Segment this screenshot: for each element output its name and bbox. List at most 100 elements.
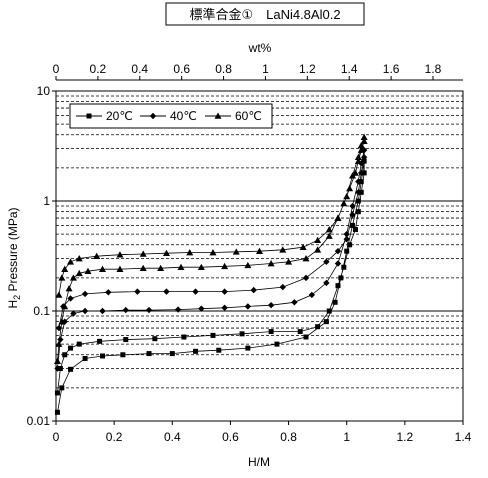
- data-point: [332, 299, 338, 305]
- data-point: [81, 307, 89, 315]
- data-point: [68, 345, 74, 351]
- data-point: [274, 341, 280, 347]
- data-point: [239, 331, 245, 337]
- data-point: [314, 236, 322, 244]
- top-tick-label: 1.4: [341, 62, 358, 76]
- data-point: [347, 242, 353, 248]
- y-tick-label: 1: [43, 194, 50, 208]
- data-point: [55, 340, 63, 347]
- data-point: [291, 299, 298, 306]
- x-axis-label: H/M: [248, 455, 270, 469]
- data-point: [343, 230, 350, 238]
- x-tick-label: 0.8: [280, 430, 297, 444]
- data-point: [285, 258, 293, 265]
- data-point: [349, 211, 356, 218]
- data-point: [279, 283, 286, 291]
- data-point: [349, 202, 356, 210]
- data-point: [323, 319, 329, 325]
- data-point: [84, 267, 92, 275]
- x-axis: 0 0.2 0.4 0.6 0.8 1 1.2 1.4: [53, 421, 472, 444]
- data-point: [344, 248, 350, 254]
- data-point: [210, 332, 216, 338]
- data-point: [145, 306, 153, 314]
- data-point: [61, 302, 69, 310]
- data-point: [355, 198, 361, 204]
- data-point: [198, 305, 205, 312]
- data-point: [267, 260, 275, 267]
- data-point: [97, 338, 103, 344]
- data-point: [197, 263, 205, 271]
- legend-box: [69, 103, 273, 129]
- data-point: [58, 318, 66, 325]
- y-tick-label: 10: [37, 84, 51, 98]
- title-box: [165, 2, 365, 26]
- data-point: [122, 306, 129, 314]
- data-point: [146, 351, 152, 357]
- data-point: [351, 169, 359, 176]
- x-tick-label: 1: [343, 430, 350, 444]
- data-point: [181, 334, 187, 340]
- data-point: [303, 334, 309, 340]
- data-point: [334, 260, 342, 267]
- data-point: [67, 295, 74, 302]
- data-point: [357, 141, 365, 149]
- top-tick-label: 0.8: [215, 62, 232, 76]
- data-point: [343, 235, 350, 243]
- data-point: [355, 209, 361, 215]
- data-point: [323, 279, 330, 287]
- data-point: [354, 153, 362, 161]
- y-tick-label: 0.1: [33, 304, 50, 318]
- top-tick-label: 1.2: [299, 62, 316, 76]
- data-point: [221, 288, 228, 295]
- data-point: [67, 258, 75, 265]
- data-point: [256, 247, 263, 254]
- data-point: [355, 189, 362, 196]
- data-point: [335, 283, 341, 289]
- data-point: [325, 226, 333, 233]
- series-layer: [53, 133, 368, 415]
- data-point: [75, 255, 83, 262]
- data-point: [157, 264, 165, 271]
- data-point: [323, 258, 330, 266]
- x-tick-label: 0.2: [106, 430, 123, 444]
- data-point: [355, 178, 362, 185]
- data-point: [325, 232, 333, 239]
- data-point: [361, 158, 367, 164]
- data-point: [116, 251, 124, 258]
- data-point: [334, 247, 342, 255]
- data-point: [360, 137, 368, 144]
- data-point: [177, 263, 185, 271]
- series-square: [54, 158, 367, 415]
- data-point: [99, 307, 106, 315]
- data-point: [315, 324, 321, 330]
- x-tick-label: 0.6: [222, 430, 239, 444]
- data-point: [116, 265, 124, 272]
- data-point: [76, 341, 82, 347]
- top-tick-label: 1: [262, 62, 269, 76]
- data-point: [105, 289, 112, 296]
- data-point: [268, 329, 274, 335]
- data-point: [55, 291, 63, 298]
- top-axis: 0 0.2 0.4 0.6 0.8 1 1.2 1.4 1.6 1.8: [53, 62, 463, 81]
- data-point: [244, 261, 252, 269]
- data-point: [343, 192, 351, 200]
- series-diamond: [54, 146, 368, 372]
- data-point: [340, 199, 348, 207]
- data-point: [352, 227, 358, 233]
- data-point: [350, 222, 356, 228]
- y-axis-label: H2 Pressure (MPa): [6, 207, 22, 308]
- data-point: [68, 366, 74, 372]
- data-point: [93, 252, 101, 259]
- data-point: [54, 409, 60, 415]
- data-point: [57, 336, 64, 343]
- data-point: [70, 310, 77, 317]
- data-point: [169, 351, 175, 357]
- data-point: [69, 274, 77, 281]
- data-point: [75, 269, 83, 277]
- data-point: [100, 353, 106, 359]
- top-tick-label: 0.4: [131, 62, 148, 76]
- data-point: [279, 246, 287, 253]
- data-point: [152, 336, 158, 342]
- plot-area: [55, 90, 464, 422]
